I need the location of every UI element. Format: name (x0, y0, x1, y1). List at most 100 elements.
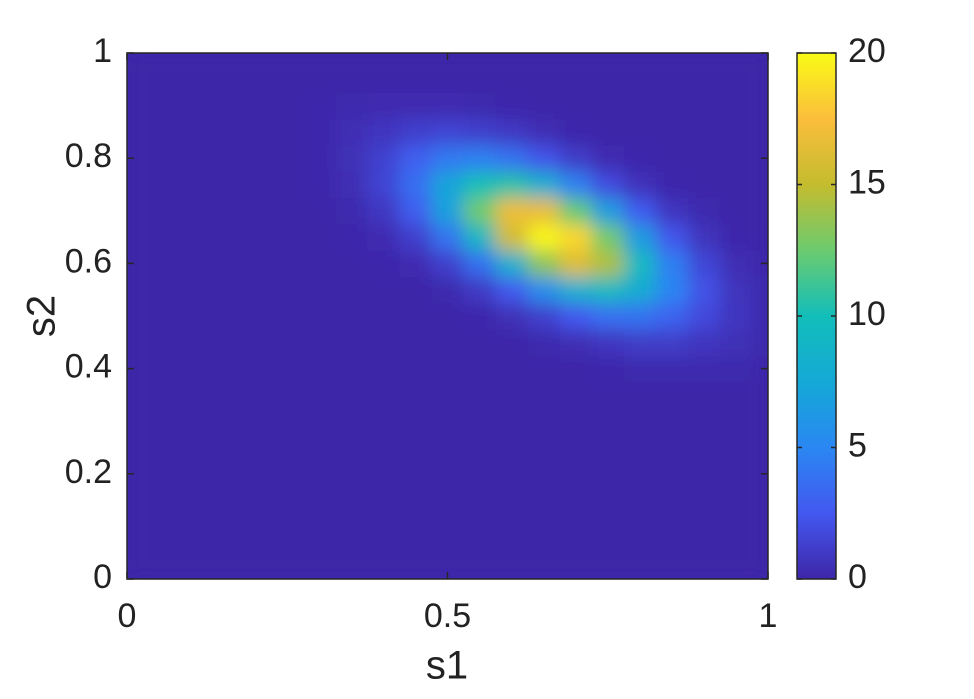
heatmap-cell (303, 197, 336, 225)
heatmap-cell (175, 145, 208, 172)
heatmap-cell (495, 329, 529, 356)
heatmap-cell (207, 118, 240, 146)
heatmap-cell (143, 171, 176, 199)
heatmap-cell (591, 329, 625, 356)
heatmap-cell (431, 302, 465, 330)
heatmap-cell (207, 539, 240, 567)
plot-area (127, 53, 768, 579)
heatmap-cell (271, 539, 304, 567)
heatmap-cell (335, 355, 368, 383)
heatmap-cell (175, 460, 208, 488)
heatmap-cell (127, 145, 144, 172)
heatmap-cell (655, 223, 689, 251)
heatmap-cell (207, 355, 240, 383)
heatmap-cell (127, 329, 144, 356)
y-tick-label: 1 (93, 32, 112, 70)
heatmap-cell (559, 408, 593, 435)
heatmap-cell (495, 118, 529, 146)
heatmap-cell (239, 513, 272, 541)
heatmap-cell (143, 355, 176, 383)
heatmap-cell (559, 145, 593, 172)
heatmap-cell (559, 223, 593, 251)
heatmap-cell (527, 223, 561, 251)
heatmap-cell (687, 355, 721, 383)
heatmap-cell (335, 145, 368, 172)
heatmap-cell (431, 92, 465, 120)
heatmap-cell (495, 145, 529, 172)
heatmap-cell (127, 355, 144, 383)
heatmap-cell (719, 118, 753, 146)
heatmap-cell (751, 197, 768, 225)
heatmap-cell (239, 66, 272, 93)
heatmap-cell (399, 460, 432, 488)
heatmap-cell (127, 460, 144, 488)
heatmap-cell (463, 250, 497, 278)
heatmap-cell (175, 486, 208, 514)
heatmap-cell (527, 302, 561, 330)
heatmap-cell (303, 276, 336, 304)
heatmap-cell (655, 53, 689, 67)
heatmap-cell (591, 223, 625, 251)
heatmap-cell (687, 539, 721, 567)
colorbar (796, 52, 837, 580)
heatmap-cell (399, 276, 432, 304)
heatmap-cell (239, 197, 272, 225)
heatmap-cell (623, 145, 657, 172)
heatmap-cell (591, 53, 625, 67)
heatmap-cell (463, 197, 497, 225)
heatmap-cell (655, 513, 689, 541)
heatmap-cell (495, 486, 529, 514)
heatmap-cell (719, 66, 753, 93)
heatmap-cell (335, 434, 368, 462)
heatmap-cell (687, 329, 721, 356)
heatmap-cell (591, 434, 625, 462)
heatmap-cell (591, 197, 625, 225)
heatmap-cell (175, 276, 208, 304)
heatmap-cell (271, 53, 304, 67)
heatmap-cell (335, 408, 368, 435)
heatmap-cell (127, 486, 144, 514)
heatmap-cell (719, 223, 753, 251)
heatmap-cell (175, 513, 208, 541)
heatmap-cell (591, 250, 625, 278)
heatmap-cell (271, 66, 304, 93)
heatmap-cell (367, 408, 400, 435)
heatmap-cell (751, 408, 768, 435)
heatmap-cell (495, 250, 529, 278)
heatmap-cell (527, 118, 561, 146)
heatmap-cell (207, 381, 240, 409)
heatmap-cell (239, 539, 272, 567)
heatmap-cell (751, 66, 768, 93)
heatmap-cell (559, 171, 593, 199)
heatmap-cell (127, 381, 144, 409)
heatmap-cell (559, 565, 593, 579)
heatmap-cell (623, 66, 657, 93)
heatmap-cell (399, 53, 432, 67)
heatmap-cell (751, 171, 768, 199)
heatmap-cell (559, 434, 593, 462)
heatmap-cell (463, 355, 497, 383)
heatmap-cell (623, 381, 657, 409)
heatmap-cell (719, 250, 753, 278)
heatmap-cell (463, 486, 497, 514)
heatmap-cell (431, 486, 465, 514)
heatmap-cell (271, 434, 304, 462)
heatmap-cell (527, 513, 561, 541)
heatmap-cell (271, 118, 304, 146)
heatmap-cell (399, 408, 432, 435)
heatmap-cell (127, 513, 144, 541)
heatmap-cell (143, 223, 176, 251)
heatmap-cell (367, 171, 400, 199)
heatmap-cell (367, 539, 400, 567)
heatmap-cell (463, 565, 497, 579)
heatmap-cell (239, 408, 272, 435)
heatmap-cell (239, 250, 272, 278)
heatmap-cell (271, 302, 304, 330)
y-tick-label: 0.6 (65, 242, 112, 280)
heatmap-cell (431, 250, 465, 278)
heatmap-cell (431, 513, 465, 541)
heatmap-cell (751, 53, 768, 67)
colorbar-tick-label: 10 (848, 295, 886, 333)
heatmap-cell (239, 223, 272, 251)
heatmap-cell (127, 66, 144, 93)
